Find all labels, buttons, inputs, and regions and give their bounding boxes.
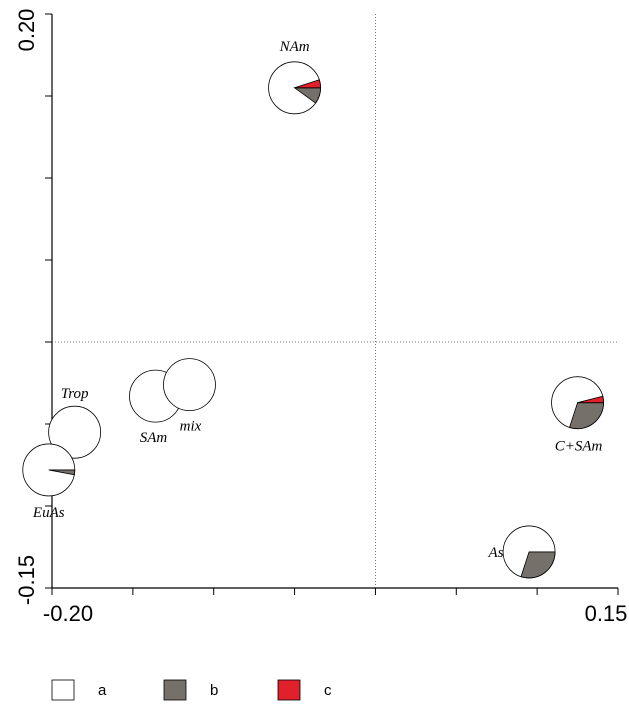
pie-slice-b: [569, 402, 604, 430]
x-tick-label-min: -0.20: [43, 601, 93, 626]
pie-slice-c: [294, 79, 321, 89]
pie-marker-as: As: [488, 525, 556, 579]
point-label: NAm: [279, 39, 310, 55]
pie-marker-trop: Trop: [48, 386, 102, 459]
legend-label-c: c: [324, 682, 332, 699]
y-tick-label-max: 0.20: [14, 9, 39, 52]
legend: a b c: [51, 679, 332, 701]
pie-marker-mix: mix: [163, 358, 216, 435]
point-label: Trop: [61, 386, 89, 402]
legend-swatch-b: [163, 679, 187, 701]
legend-swatch-a: [51, 679, 75, 701]
legend-swatch-c: [277, 679, 301, 701]
point-label: SAm: [140, 430, 168, 446]
point-label: mix: [180, 419, 202, 435]
pie-slice-a: [163, 358, 216, 412]
x-axis-ticks: [51, 588, 619, 595]
legend-label-b: b: [210, 682, 218, 699]
y-axis-ticks: [45, 13, 52, 589]
point-label: As: [488, 545, 504, 561]
point-label: EuAs: [32, 505, 65, 521]
pie-marker-c-sam: C+SAm: [551, 376, 604, 455]
y-tick-label-min: -0.15: [14, 555, 39, 605]
pie-slice-a: [48, 405, 102, 459]
pie-slice-b: [520, 551, 556, 579]
plot-axes: [45, 13, 619, 595]
legend-label-a: a: [98, 682, 107, 699]
pie-marker-nam: NAm: [268, 39, 321, 115]
pie-slice-b: [48, 469, 76, 476]
pie-marker-euas: EuAs: [22, 443, 76, 521]
point-label: C+SAm: [555, 439, 603, 455]
pie-slice-c: [577, 395, 604, 404]
x-tick-label-max: 0.15: [585, 601, 628, 626]
